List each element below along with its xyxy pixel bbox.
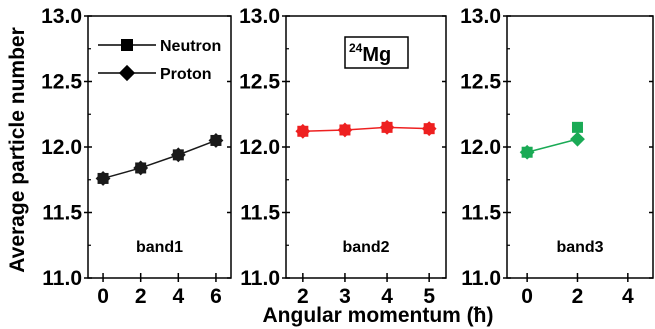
y-tick-label: 13.0 xyxy=(460,5,501,28)
chart-panels: 11.011.512.012.513.00 2 4 6band111.011.512.… xyxy=(41,5,654,308)
data-point-proton xyxy=(570,131,585,147)
title-element: Mg xyxy=(362,44,391,66)
data-point-proton xyxy=(337,122,353,138)
y-tick-label: 13.0 xyxy=(239,5,280,28)
y-axis-label: Average particle number xyxy=(6,27,29,272)
x-tick-label: 2 xyxy=(135,285,147,308)
x-tick-label: 3 xyxy=(339,285,351,308)
y-tick-label: 12.0 xyxy=(239,136,280,159)
y-tick-label: 11.5 xyxy=(42,202,82,225)
data-point-proton xyxy=(95,171,111,186)
y-tick-label: 12.0 xyxy=(460,136,501,159)
y-tick-label: 13.0 xyxy=(41,5,82,28)
panel-band2: 11.0 11.5 12.0 12.5 13.0 2 3 4 5 band2 xyxy=(239,5,447,308)
band-label: band1 xyxy=(136,239,183,256)
legend-entry-neutron: Neutron xyxy=(98,38,221,55)
title-box-frame xyxy=(344,36,409,69)
y-tick-label: 11.0 xyxy=(42,267,82,290)
x-tick-label: 4 xyxy=(381,285,393,308)
series-line-band3 xyxy=(526,138,578,153)
y-tick-label: 11.0 xyxy=(240,267,280,290)
x-tick-label: 5 xyxy=(423,285,435,308)
legend: Neutron Proton xyxy=(98,38,221,83)
x-tick-label: 4 xyxy=(172,285,184,308)
data-point-proton xyxy=(295,123,311,139)
panel-band1: 11.0 11.5 12.0 12.5 13.0 0 2 4 6 band1 xyxy=(41,5,232,308)
y-tick-label: 12.5 xyxy=(460,71,501,94)
data-point-proton xyxy=(379,119,395,135)
x-tick-label: 2 xyxy=(297,285,309,308)
title-mass-number: 24 xyxy=(349,41,363,55)
panel-band3: 11.0 11.5 12.0 12.5 13.0 0 2 4 band3 xyxy=(460,5,654,308)
x-axis-label: Angular momentum (ħ) xyxy=(263,304,494,327)
band-label: band3 xyxy=(556,239,603,256)
y-tick-label: 12.5 xyxy=(41,71,82,94)
legend-marker-square xyxy=(121,39,133,51)
y-tick-label: 11.5 xyxy=(461,202,501,225)
band-label: band2 xyxy=(342,239,389,256)
y-tick-label: 11.0 xyxy=(461,267,501,290)
data-point-proton xyxy=(519,144,535,160)
title-box: 24Mg xyxy=(344,36,409,69)
legend-label: Neutron xyxy=(160,38,221,55)
legend-label: Proton xyxy=(160,66,212,83)
data-point-proton xyxy=(208,133,224,148)
legend-marker-diamond xyxy=(118,64,136,82)
series-line-band2 xyxy=(302,126,430,133)
title-box-text: 24Mg xyxy=(349,41,391,66)
series-line-band1 xyxy=(102,139,217,180)
y-tick-label: 12.5 xyxy=(239,71,280,94)
data-point-proton xyxy=(421,121,437,137)
y-tick-label: 11.5 xyxy=(240,202,280,225)
data-point-proton xyxy=(170,147,186,163)
x-tick-label: 0 xyxy=(97,285,109,308)
data-point-neutron xyxy=(571,121,583,133)
x-tick-label: 6 xyxy=(210,285,222,308)
y-tick-label: 12.0 xyxy=(41,136,82,159)
legend-entry-proton: Proton xyxy=(98,64,212,83)
x-tick-label: 4 xyxy=(622,285,634,308)
data-point-proton xyxy=(133,160,149,176)
x-tick-label: 2 xyxy=(572,285,584,308)
x-tick-label: 0 xyxy=(521,285,533,308)
